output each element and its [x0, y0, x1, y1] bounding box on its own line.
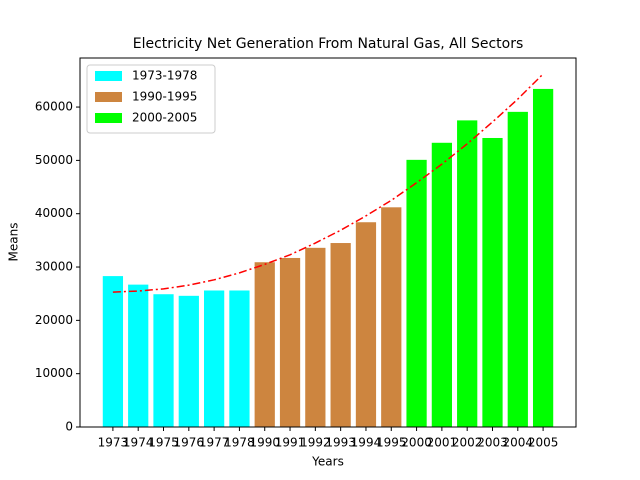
y-tick-label: 10000: [35, 366, 73, 380]
y-tick-label: 20000: [35, 313, 73, 327]
x-tick-label: 1976: [174, 436, 205, 450]
legend-swatch: [95, 92, 122, 102]
x-tick-label: 1978: [224, 436, 255, 450]
x-tick-label: 2004: [503, 436, 534, 450]
bar: [153, 294, 174, 427]
x-tick-label: 2005: [528, 436, 559, 450]
bar: [305, 247, 326, 427]
bar: [178, 295, 199, 427]
y-tick-label: 60000: [35, 100, 73, 114]
legend-label: 1973-1978: [132, 69, 197, 83]
x-tick-label: 1977: [199, 436, 230, 450]
x-tick-label: 1990: [249, 436, 280, 450]
x-tick-label: 1993: [325, 436, 356, 450]
x-tick-label: 2002: [452, 436, 483, 450]
trend-line: [112, 73, 544, 293]
bar: [330, 243, 351, 427]
legend-label: 2000-2005: [132, 111, 197, 125]
x-tick-label: 1992: [300, 436, 331, 450]
bar: [381, 207, 402, 427]
x-tick-label: 2001: [427, 436, 458, 450]
x-axis-label: Years: [311, 455, 344, 469]
bar: [204, 290, 225, 427]
bar: [431, 142, 452, 428]
chart-title: Electricity Net Generation From Natural …: [133, 36, 524, 52]
bar: [507, 111, 528, 427]
bar: [457, 120, 478, 427]
bar: [532, 88, 554, 428]
y-axis-label: Means: [7, 223, 21, 262]
y-tick-label: 50000: [35, 153, 73, 167]
bar: [406, 159, 427, 427]
legend-swatch: [95, 71, 122, 81]
x-tick-label: 1995: [376, 436, 407, 450]
plot-frame: [79, 57, 577, 428]
bar: [482, 137, 503, 428]
bar: [128, 284, 149, 427]
y-tick-label: 0: [65, 420, 73, 434]
x-tick-label: 1973: [98, 436, 129, 450]
bar: [279, 257, 301, 427]
legend-swatch: [95, 113, 122, 123]
x-tick-label: 1991: [275, 436, 306, 450]
x-tick-label: 2003: [477, 436, 508, 450]
legend-label: 1990-1995: [132, 90, 197, 104]
y-tick-label: 40000: [35, 206, 73, 220]
x-tick-label: 1975: [148, 436, 179, 450]
bar: [254, 262, 275, 427]
bar: [102, 276, 124, 427]
bar: [229, 290, 250, 427]
bar: [355, 222, 377, 427]
y-tick-label: 30000: [35, 260, 73, 274]
x-tick-label: 1974: [123, 436, 154, 450]
x-tick-label: 2000: [401, 436, 432, 450]
x-tick-label: 1994: [351, 436, 382, 450]
